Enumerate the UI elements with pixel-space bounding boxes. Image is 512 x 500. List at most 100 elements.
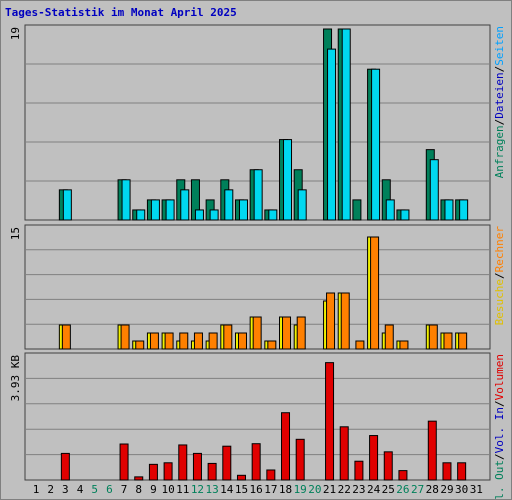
bar-mid-1-day-3: [61, 324, 71, 350]
bar-mid-1-day-16: [252, 316, 262, 350]
bar-mid-1-day-11: [179, 332, 189, 350]
bar-top-1-day-16: [253, 169, 263, 221]
x-tick-9: 9: [150, 483, 157, 496]
x-tick-18: 18: [279, 483, 292, 496]
bar-top-1-day-19: [297, 189, 307, 221]
bar-bottom-0-day-25: [383, 451, 393, 481]
bar-bottom-0-day-23: [354, 460, 364, 481]
y-max-label-bottom: 3.93 KB: [9, 355, 22, 402]
bar-top-1-day-18: [283, 139, 293, 221]
x-tick-5: 5: [91, 483, 98, 496]
legend-part-bottom-2: Vol. In: [493, 407, 506, 453]
legend-part-mid-1: /: [493, 272, 506, 279]
bar-top-1-day-8: [136, 209, 146, 221]
bar-mid-1-day-24: [370, 236, 380, 350]
bar-bottom-0-day-15: [236, 474, 246, 481]
bar-mid-1-day-23: [355, 340, 365, 350]
bar-bottom-0-day-8: [134, 476, 144, 481]
bar-top-1-day-12: [194, 209, 204, 221]
x-tick-4: 4: [77, 483, 84, 496]
y-max-label-mid: 15: [9, 227, 22, 240]
x-tick-10: 10: [161, 483, 174, 496]
bar-bottom-0-day-12: [192, 452, 202, 481]
legend-part-top-4: Seiten: [493, 26, 506, 66]
bar-top-1-day-30: [459, 199, 469, 221]
x-tick-6: 6: [106, 483, 113, 496]
x-tick-3: 3: [62, 483, 69, 496]
legend-part-top-3: /: [493, 66, 506, 73]
right-legend-top: Anfragen/Dateien/Seiten: [493, 26, 506, 178]
bar-top-1-day-24: [371, 68, 381, 221]
bar-mid-1-day-28: [428, 324, 438, 350]
x-tick-12: 12: [191, 483, 204, 496]
x-tick-28: 28: [426, 483, 439, 496]
bar-mid-1-day-15: [237, 332, 247, 350]
bar-bottom-0-day-13: [207, 462, 217, 481]
x-tick-1: 1: [33, 483, 40, 496]
bar-bottom-0-day-3: [60, 452, 70, 481]
x-tick-29: 29: [440, 483, 453, 496]
bar-bottom-0-day-29: [442, 462, 452, 481]
x-tick-26: 26: [396, 483, 409, 496]
right-legend-bottom: Vol. Out/Vol. In/Volumen: [493, 354, 506, 500]
x-tick-17: 17: [264, 483, 277, 496]
bar-mid-1-day-7: [120, 324, 130, 350]
bar-top-1-day-29: [444, 199, 454, 221]
x-tick-8: 8: [135, 483, 142, 496]
x-tick-25: 25: [382, 483, 395, 496]
legend-part-top-1: /: [493, 119, 506, 126]
x-tick-23: 23: [352, 483, 365, 496]
bar-bottom-0-day-21: [325, 362, 335, 481]
bar-top-1-day-11: [180, 189, 190, 221]
x-tick-31: 31: [470, 483, 483, 496]
bar-top-1-day-7: [121, 179, 131, 221]
bar-mid-1-day-12: [193, 332, 203, 350]
bar-mid-1-day-30: [458, 332, 468, 350]
x-tick-21: 21: [323, 483, 336, 496]
x-tick-20: 20: [308, 483, 321, 496]
bar-mid-1-day-8: [135, 340, 145, 350]
bar-top-1-day-13: [209, 209, 219, 221]
bar-bottom-0-day-30: [457, 462, 467, 481]
bar-mid-1-day-21: [326, 292, 336, 350]
bar-mid-1-day-25: [384, 324, 394, 350]
bar-top-1-day-10: [165, 199, 175, 221]
bar-bottom-0-day-18: [281, 412, 291, 481]
bar-bottom-0-day-28: [427, 420, 437, 481]
x-tick-7: 7: [121, 483, 128, 496]
chart-title: Tages-Statistik im Monat April 2025: [5, 6, 237, 19]
bar-bottom-0-day-7: [119, 443, 129, 481]
bar-bottom-0-day-17: [266, 469, 276, 481]
bar-mid-1-day-17: [267, 340, 277, 350]
x-tick-22: 22: [338, 483, 351, 496]
bar-top-1-day-17: [268, 209, 278, 221]
bar-top-1-day-14: [224, 189, 234, 221]
x-tick-14: 14: [220, 483, 234, 496]
bar-bottom-0-day-11: [178, 444, 188, 481]
legend-part-top-0: Anfragen: [493, 125, 506, 178]
bar-mid-1-day-10: [164, 332, 174, 350]
bar-top-1-day-22: [341, 28, 351, 221]
bar-mid-1-day-22: [340, 292, 350, 350]
legend-part-bottom-4: Volumen: [493, 354, 506, 400]
bar-mid-1-day-18: [282, 316, 292, 350]
x-tick-15: 15: [235, 483, 248, 496]
bar-bottom-0-day-10: [163, 462, 173, 481]
legend-part-top-2: Dateien: [493, 72, 506, 118]
x-tick-2: 2: [47, 483, 54, 496]
y-max-label-top: 19: [9, 27, 22, 40]
bar-top-1-day-21: [327, 48, 337, 221]
bar-mid-1-day-29: [443, 332, 453, 350]
bar-bottom-0-day-26: [398, 470, 408, 481]
bar-top-1-day-25: [385, 199, 395, 221]
bar-bottom-0-day-9: [148, 463, 158, 481]
bar-top-1-day-9: [150, 199, 160, 221]
bar-mid-1-day-14: [223, 324, 233, 350]
bar-bottom-0-day-19: [295, 438, 305, 481]
x-tick-13: 13: [206, 483, 219, 496]
bar-bottom-0-day-14: [222, 445, 232, 481]
x-tick-24: 24: [367, 483, 381, 496]
legend-part-mid-0: Besuche: [493, 279, 506, 325]
bar-bottom-0-day-22: [339, 426, 349, 481]
